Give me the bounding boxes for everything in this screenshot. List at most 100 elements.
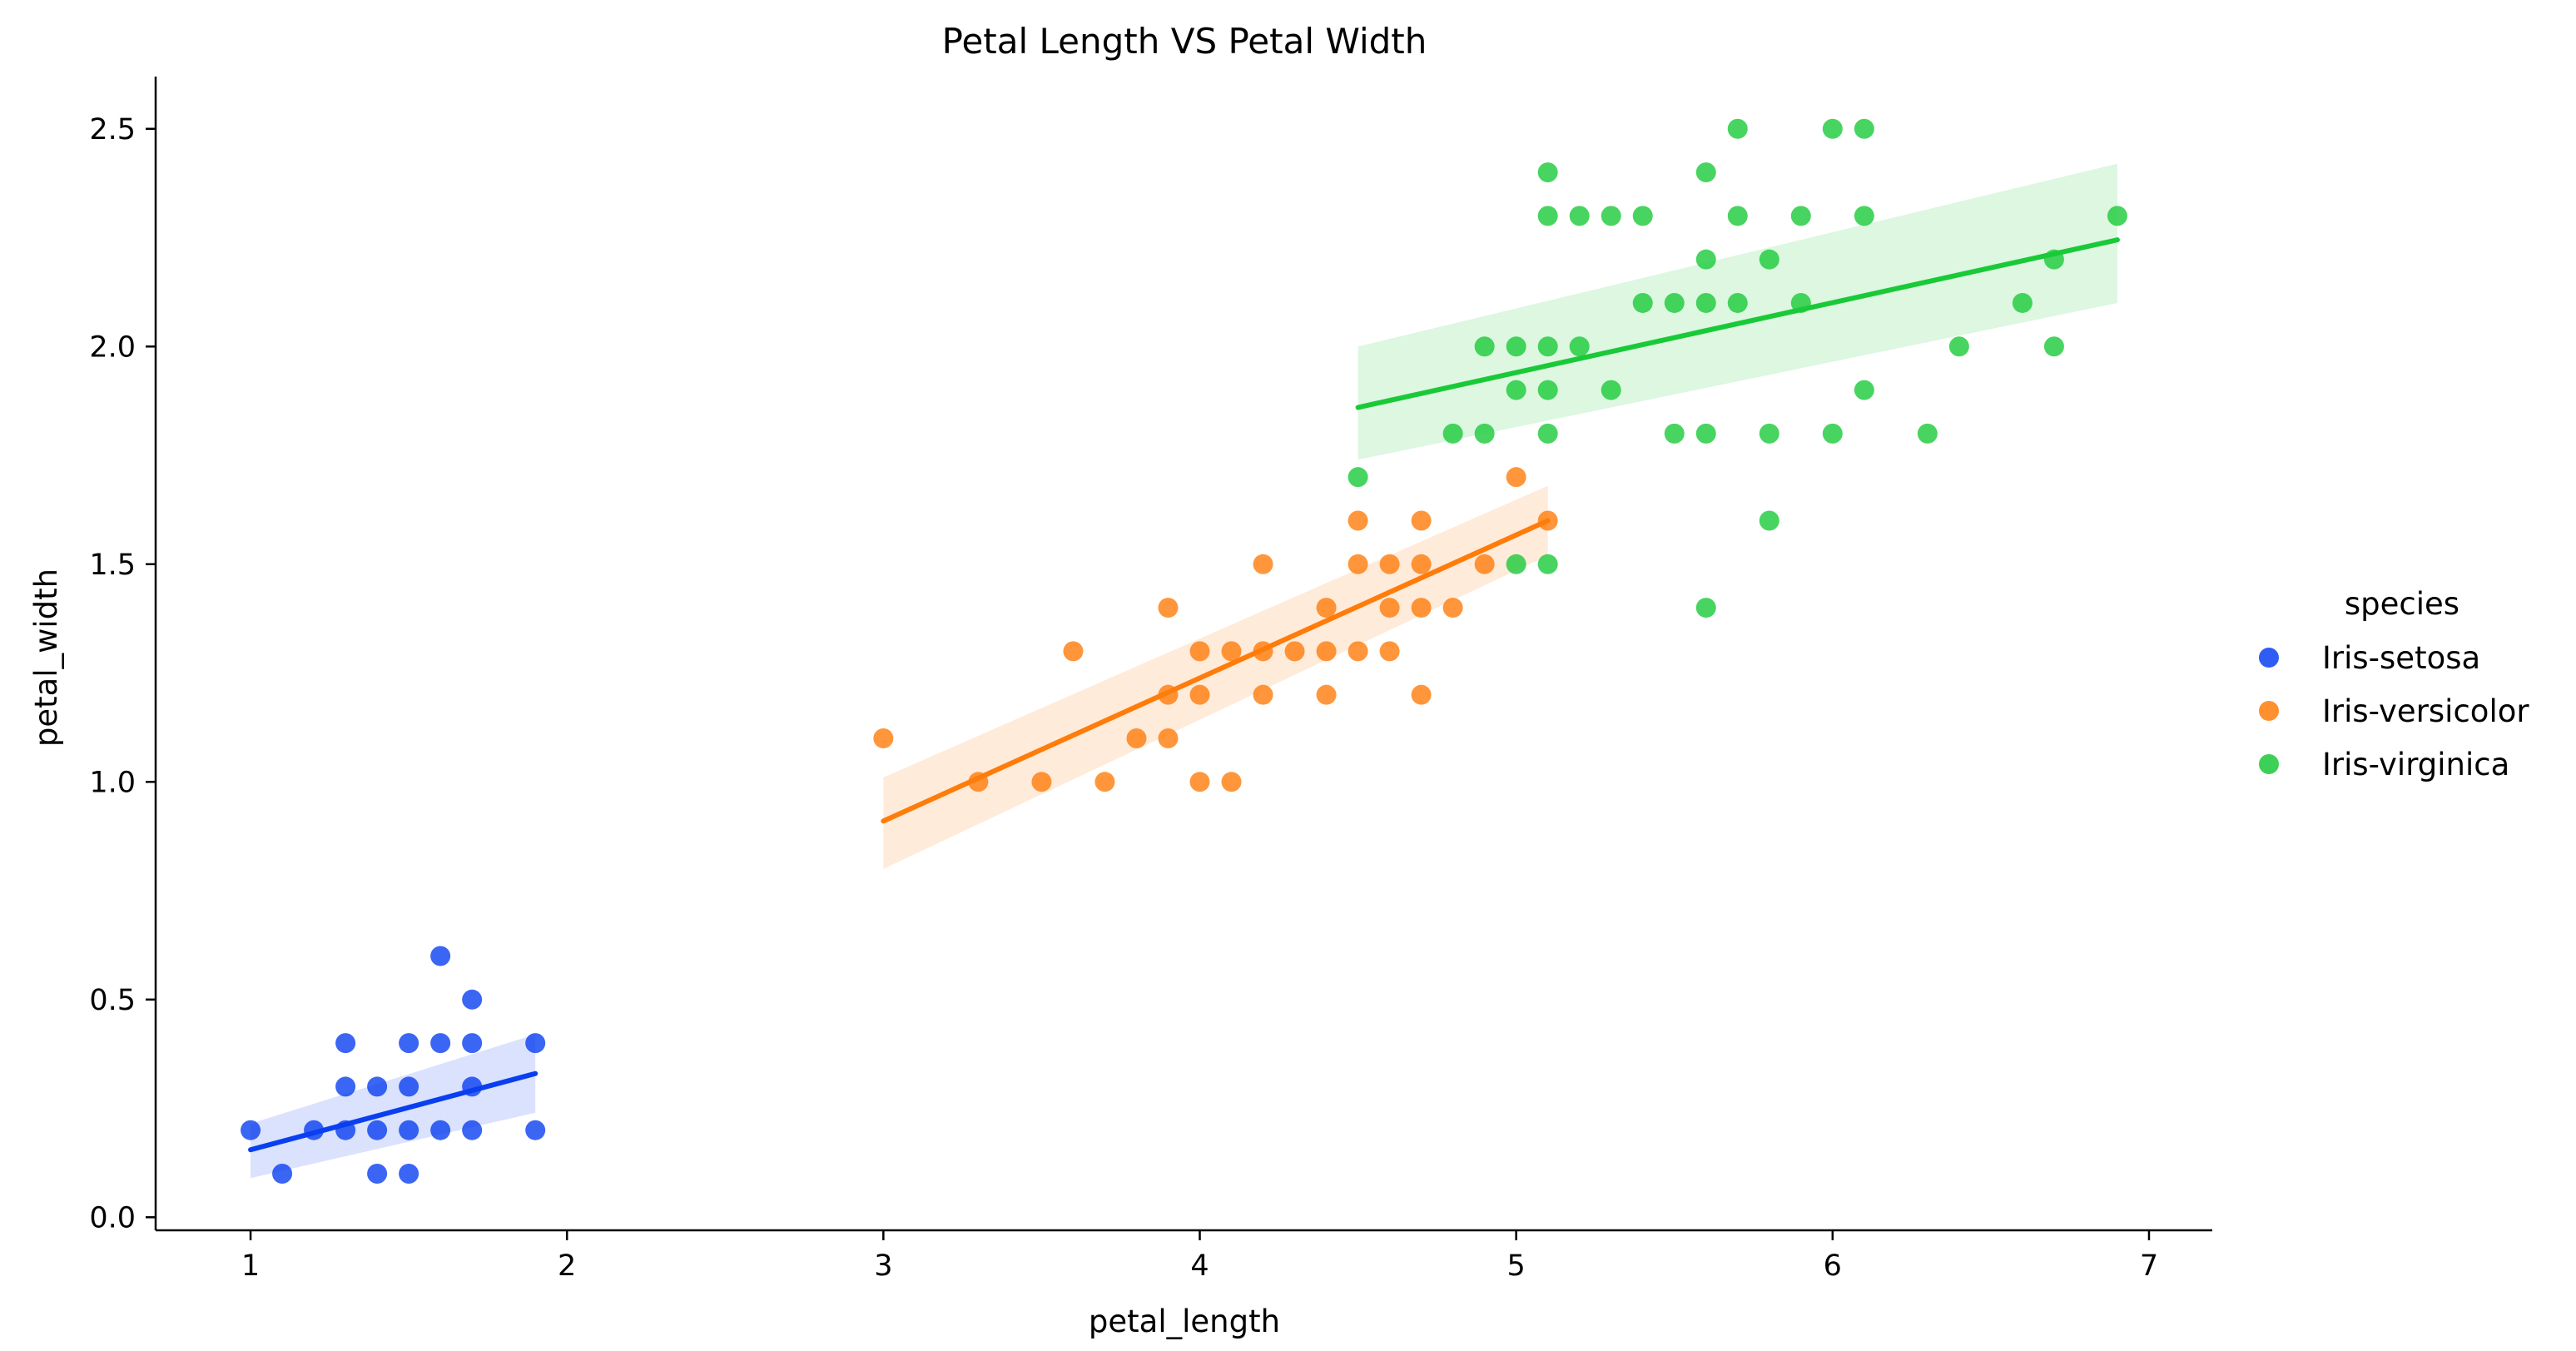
iris-setosa-point: [367, 1164, 388, 1185]
iris-versicolor-point: [1474, 554, 1495, 574]
iris-setosa-point: [335, 1033, 356, 1054]
iris-setosa-point: [367, 1120, 388, 1140]
legend-marker-iris-versicolor: [2259, 701, 2279, 721]
iris-setosa-point: [399, 1033, 419, 1054]
legend-marker-iris-setosa: [2259, 648, 2279, 668]
iris-virginica-point: [1695, 423, 1716, 444]
legend-items: Iris-setosa Iris-versicolor Iris-virginica: [2259, 640, 2529, 782]
iris-versicolor-point: [1253, 684, 1273, 705]
iris-setosa-point: [462, 989, 483, 1010]
iris-setosa-point: [430, 946, 451, 966]
iris-virginica-point: [1695, 249, 1716, 270]
y-tick-label: 2.5: [89, 113, 136, 147]
iris-virginica-point: [1569, 336, 1590, 357]
y-tick-label: 0.0: [89, 1201, 136, 1234]
iris-virginica-point: [1695, 292, 1716, 313]
x-ticks: 1 2 3 4 5 6 7: [241, 1230, 2158, 1283]
iris-versicolor-point: [1189, 641, 1210, 662]
x-tick-label: 3: [874, 1249, 892, 1283]
iris-versicolor-point: [873, 728, 894, 748]
scatter-points: [241, 118, 2127, 1185]
iris-setosa-confidence-band: [251, 1034, 536, 1179]
iris-virginica-point: [1569, 206, 1590, 226]
iris-versicolor-point: [1348, 554, 1368, 574]
iris-virginica-point: [1854, 380, 1874, 400]
iris-virginica-point: [1601, 206, 1621, 226]
axes: 1 2 3 4 5 6 7 0.0 0.5 1.0 1.5 2.0 2.5: [89, 77, 2212, 1283]
iris-virginica-point: [2107, 206, 2127, 226]
iris-virginica-point: [1442, 423, 1463, 444]
iris-virginica-point: [1695, 598, 1716, 618]
iris-virginica-point: [1537, 162, 1558, 183]
iris-versicolor-point: [1158, 728, 1179, 748]
y-tick-label: 1.5: [89, 549, 136, 582]
iris-virginica-regression-line: [1355, 237, 2120, 410]
iris-setosa-regression-line: [248, 1070, 539, 1153]
legend: species Iris-setosa Iris-versicolor Iris-v…: [2259, 586, 2529, 782]
iris-versicolor-point: [1189, 684, 1210, 705]
iris-versicolor-point: [1442, 598, 1463, 618]
iris-virginica-point: [1632, 292, 1653, 313]
iris-virginica-point: [1474, 336, 1495, 357]
iris-setosa-point: [399, 1076, 419, 1097]
iris-versicolor-point: [1189, 772, 1210, 792]
iris-versicolor-point: [1094, 772, 1115, 792]
iris-virginica-point: [1759, 510, 1779, 531]
iris-versicolor-point: [1506, 467, 1526, 488]
y-tick-label: 2.0: [89, 330, 136, 364]
x-tick-label: 7: [2140, 1249, 2158, 1283]
iris-versicolor-point: [1379, 554, 1400, 574]
iris-virginica-point: [1727, 292, 1748, 313]
iris-setosa-point: [525, 1033, 546, 1054]
iris-versicolor-point: [1031, 772, 1052, 792]
iris-virginica-point: [1601, 380, 1621, 400]
iris-versicolor-regression-line: [881, 518, 1551, 824]
iris-versicolor-point: [1316, 598, 1337, 618]
iris-versicolor-point: [1411, 598, 1432, 618]
iris-versicolor-point: [1379, 641, 1400, 662]
iris-virginica-point: [1664, 292, 1685, 313]
iris-versicolor-point: [1126, 728, 1147, 748]
iris-versicolor-point: [1348, 510, 1368, 531]
x-tick-label: 1: [241, 1249, 260, 1283]
iris-versicolor-point: [1316, 641, 1337, 662]
y-tick-label: 0.5: [89, 984, 136, 1017]
iris-versicolor-point: [1284, 641, 1305, 662]
x-tick-label: 4: [1190, 1249, 1209, 1283]
iris-virginica-point: [1727, 206, 1748, 226]
x-tick-label: 5: [1507, 1249, 1526, 1283]
iris-versicolor-confidence-band: [883, 485, 1548, 869]
iris-versicolor-point: [1253, 554, 1273, 574]
y-tick-label: 1.0: [89, 766, 136, 799]
legend-label-iris-setosa: Iris-setosa: [2322, 640, 2480, 676]
iris-setosa-point: [399, 1164, 419, 1185]
legend-label-iris-versicolor: Iris-versicolor: [2322, 693, 2529, 729]
iris-setosa-point: [430, 1033, 451, 1054]
iris-versicolor-point: [1063, 641, 1084, 662]
y-ticks: 0.0 0.5 1.0 1.5 2.0 2.5: [89, 113, 156, 1234]
iris-virginica-point: [1506, 336, 1526, 357]
confidence-bands: [251, 163, 2117, 1179]
chart-title: Petal Length VS Petal Width: [942, 21, 1427, 62]
iris-setosa-point: [272, 1164, 293, 1185]
iris-versicolor-point: [1221, 641, 1242, 662]
iris-virginica-point: [1822, 423, 1843, 444]
iris-versicolor-point: [1411, 510, 1432, 531]
iris-versicolor-point: [1411, 554, 1432, 574]
iris-virginica-point: [1537, 206, 1558, 226]
iris-setosa-point: [335, 1076, 356, 1097]
iris-virginica-point: [1948, 336, 1969, 357]
iris-setosa-point: [430, 1120, 451, 1140]
iris-virginica-point: [1474, 423, 1495, 444]
iris-virginica-point: [1727, 118, 1748, 139]
iris-virginica-point: [2043, 336, 2064, 357]
iris-virginica-point: [1759, 423, 1779, 444]
plot-area: [241, 118, 2127, 1185]
iris-setosa-point: [462, 1120, 483, 1140]
iris-setosa-point: [462, 1033, 483, 1054]
iris-setosa-point: [525, 1120, 546, 1140]
iris-virginica-point: [1506, 554, 1526, 574]
iris-virginica-point: [1695, 162, 1716, 183]
iris-virginica-point: [1537, 554, 1558, 574]
